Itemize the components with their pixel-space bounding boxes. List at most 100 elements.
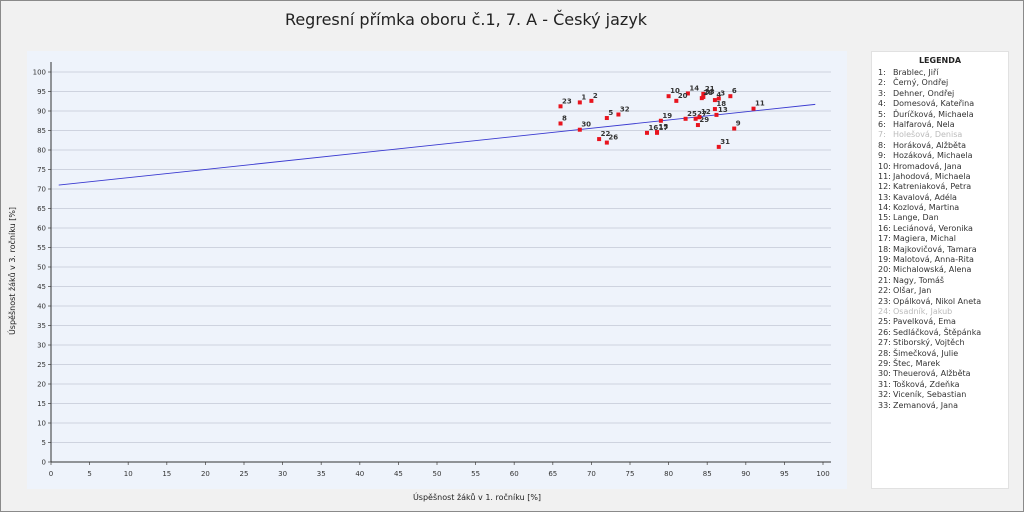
data-point-label: 16 (648, 124, 658, 132)
legend-item-name: Kavalová, Adéla (893, 192, 957, 202)
legend-item: 28: Šimečková, Julie (872, 349, 1008, 359)
legend-item-name: Nagy, Tomáš (893, 275, 945, 285)
data-point-label: 6 (732, 87, 737, 95)
legend-title: LEGENDA (918, 56, 962, 65)
legend-item-name: Hozáková, Michaela (893, 151, 973, 161)
y-tick-label: 85 (37, 127, 46, 135)
data-point (714, 112, 719, 117)
data-point (712, 107, 717, 112)
legend-item-number: 23: (878, 296, 891, 306)
legend-item-number: 28: (878, 348, 891, 358)
legend-item-name: Ďuríčková, Michaela (893, 109, 974, 119)
y-tick-label: 90 (37, 108, 46, 116)
x-tick-label: 65 (548, 470, 557, 478)
legend-item-number: 15: (878, 213, 891, 223)
legend-item: 25: Pavelková, Ema (872, 317, 1008, 327)
legend-item-number: 10: (878, 161, 891, 171)
data-point (658, 118, 663, 123)
x-tick-label: 80 (664, 470, 673, 478)
legend-item-name: Hromadová, Jana (893, 161, 962, 171)
legend-item-name: Osadník, Jakub (893, 306, 953, 316)
x-tick-label: 50 (433, 470, 442, 478)
legend-item-name: Jahodová, Michaela (893, 171, 971, 181)
x-tick-label: 0 (49, 470, 53, 478)
legend-item-name: Holešová, Denisa (893, 130, 963, 140)
x-tick-label: 40 (355, 470, 364, 478)
y-tick-label: 80 (37, 147, 46, 155)
legend-item-number: 21: (878, 275, 891, 285)
y-axis-label: Úspěšnost žáků v 3. ročníku [%] (6, 207, 17, 335)
x-tick-label: 10 (124, 470, 133, 478)
y-tick-label: 50 (37, 264, 46, 272)
legend-item: 4: Domesová, Kateřina (872, 99, 1008, 109)
data-point (685, 91, 690, 96)
legend-item: 33: Zemanová, Jana (872, 401, 1008, 411)
data-point (716, 144, 721, 149)
legend-item-name: Opálková, Nikol Aneta (893, 296, 982, 306)
legend-item-number: 25: (878, 317, 891, 327)
legend-item: 24: Osadník, Jakub (872, 307, 1008, 317)
legend-item-number: 19: (878, 255, 891, 265)
legend-item-name: Brablec, Jiří (893, 68, 939, 77)
legend-item-name: Michalowská, Alena (893, 265, 972, 275)
data-point-label: 4 (716, 91, 721, 99)
legend-item: 1: Brablec, Jiří (872, 68, 1008, 78)
y-tick-label: 0 (42, 459, 46, 467)
y-tick-label: 45 (37, 283, 46, 291)
legend-item-name: Viceník, Sebastian (893, 390, 967, 400)
legend-item: 26: Sedláčková, Štěpánka (872, 328, 1008, 338)
legend-item-name: Štec, Marek (893, 358, 941, 368)
y-tick-label: 100 (33, 69, 46, 77)
legend-item-number: 3: (878, 88, 886, 98)
data-point (716, 96, 721, 101)
data-point-label: 20 (678, 92, 688, 100)
data-point (674, 98, 679, 103)
legend-item-name: Malotová, Anna-Rita (893, 255, 974, 265)
x-tick-labels: 0 5 10 15 20 25 30 35 40 45 50 55 60 65 70 75 80 85 90 95 10… (49, 470, 830, 478)
legend-item-number: 30: (878, 369, 891, 379)
data-point (666, 94, 671, 99)
y-tick-label: 55 (37, 244, 46, 252)
data-point-label: 26 (608, 134, 618, 142)
legend-item: 6: Halfarová, Nela (872, 120, 1008, 130)
legend-item: 14: Kozlová, Martina (872, 203, 1008, 213)
legend-item: 13: Kavalová, Adéla (872, 193, 1008, 203)
x-tick-label: 100 (816, 470, 829, 478)
data-point-label: 5 (608, 109, 613, 117)
legend-item-number: 7: (878, 130, 886, 140)
y-tick-label: 5 (42, 439, 46, 447)
y-tick-label: 70 (37, 186, 46, 194)
data-point-label: 27 (697, 110, 707, 118)
legend-item-name: Stiborský, Vojtěch (893, 338, 965, 348)
data-point-label: 8 (562, 114, 567, 122)
legend-items: 1: Brablec, Jiří 2: Černý, Ondřej 3: Dehner, … (872, 68, 1008, 411)
regression-line (58, 103, 816, 186)
data-point (712, 98, 717, 103)
legend-item: 2: Černý, Ondřej (872, 78, 1008, 88)
x-tick-label: 15 (162, 470, 171, 478)
data-point (695, 123, 700, 128)
legend-item-number: 27: (878, 338, 891, 348)
x-tick-label: 45 (394, 470, 403, 478)
data-point (701, 91, 706, 96)
legend-item: 9: Hozáková, Michaela (872, 151, 1008, 161)
legend-item-number: 9: (878, 151, 886, 161)
y-tick-label: 25 (37, 361, 46, 369)
grid-lines (48, 71, 831, 465)
legend-item: 11: Jahodová, Michaela (872, 172, 1008, 182)
legend-item-number: 33: (878, 400, 891, 410)
data-point-label: 23 (562, 97, 572, 105)
data-point (577, 100, 582, 105)
x-tick-label: 20 (201, 470, 210, 478)
data-point (589, 98, 594, 103)
legend-item-number: 5: (878, 109, 886, 119)
legend-item-name: Dehner, Ondřej (893, 88, 955, 98)
legend-item-number: 20: (878, 265, 891, 275)
legend-item-number: 32: (878, 390, 891, 400)
legend-item-name: Majkovičová, Tamara (893, 244, 977, 254)
x-tick-label: 70 (587, 470, 596, 478)
legend-item-number: 29: (878, 358, 891, 368)
x-axis-label: Úspěšnost žáků v 1. ročníku [%] (413, 491, 541, 502)
legend-item-name: Domesová, Kateřina (893, 99, 975, 109)
legend-item-number: 16: (878, 223, 891, 233)
